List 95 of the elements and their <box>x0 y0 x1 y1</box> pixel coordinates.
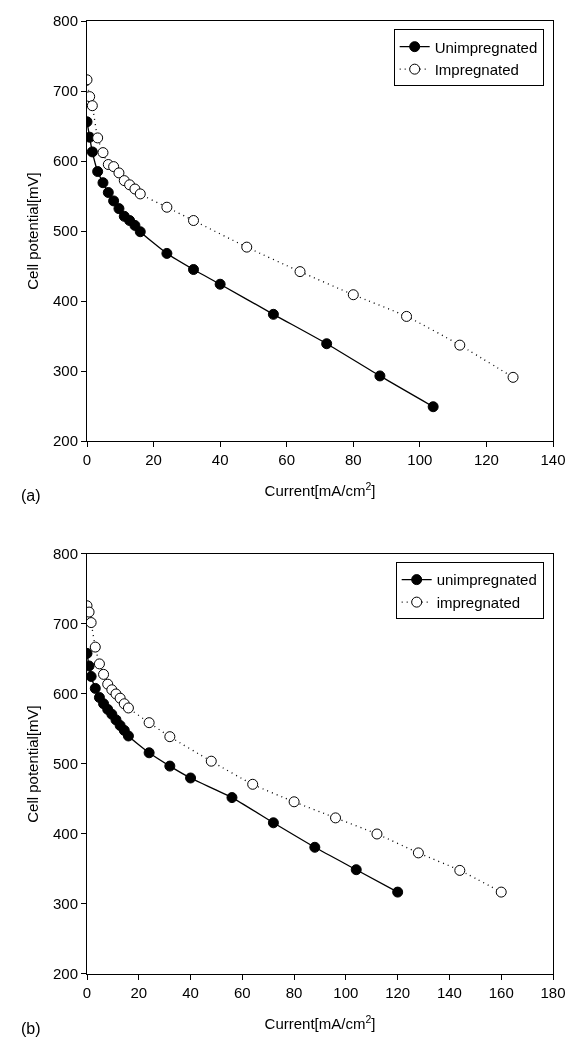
point <box>454 864 466 876</box>
x-tick-label: 60 <box>233 984 251 1001</box>
legend-label: Unimpregnated <box>434 38 538 56</box>
point <box>371 828 383 840</box>
x-tick-label: 0 <box>82 984 92 1001</box>
x-tick-label: 40 <box>182 984 199 1001</box>
point <box>412 847 424 859</box>
point <box>507 371 519 383</box>
point <box>89 641 101 653</box>
y-tick-label: 200 <box>52 965 78 983</box>
y-tick-label: 300 <box>52 362 78 380</box>
point <box>102 187 114 199</box>
point <box>288 796 300 808</box>
point <box>309 841 321 853</box>
point <box>495 886 507 898</box>
point <box>241 241 253 253</box>
point <box>161 201 173 213</box>
point <box>454 339 466 351</box>
point <box>161 247 173 259</box>
y-tick-label: 300 <box>52 895 78 913</box>
point <box>97 147 109 159</box>
legend-label: impregnated <box>436 593 521 611</box>
y-tick-label: 200 <box>52 432 78 450</box>
point <box>294 266 306 278</box>
y-tick-label: 800 <box>52 545 78 563</box>
point <box>93 658 105 670</box>
point <box>87 146 98 158</box>
x-tick-label: 0 <box>82 451 92 469</box>
point <box>267 817 279 829</box>
legend-label: Impregnated <box>434 61 519 78</box>
point <box>205 755 217 767</box>
point <box>267 308 279 320</box>
point <box>122 702 134 714</box>
y-tick-label: 600 <box>52 152 78 170</box>
point <box>87 670 97 682</box>
x-tick-label: 140 <box>436 984 462 1001</box>
point <box>427 401 439 413</box>
y-tick-label: 800 <box>52 12 78 30</box>
x-tick-label: 20 <box>145 451 162 469</box>
x-axis-title: Current[mA/cm$^{2}$] <box>264 479 376 500</box>
x-tick-label: 100 <box>407 451 433 469</box>
point <box>188 215 200 227</box>
point <box>92 132 104 144</box>
point <box>87 100 98 112</box>
y-tick-label: 400 <box>52 825 78 843</box>
x-tick-label: 120 <box>385 984 411 1001</box>
point <box>87 617 97 629</box>
point <box>143 747 155 759</box>
x-tick-label: 180 <box>540 984 566 1001</box>
x-tick-label: 40 <box>211 451 229 469</box>
point <box>350 864 362 876</box>
x-tick-label: 100 <box>333 984 359 1001</box>
text: (a) <box>21 487 41 504</box>
point <box>392 886 404 898</box>
point <box>321 338 333 350</box>
y-axis-title: Cell potential[mV] <box>24 172 42 290</box>
point <box>92 166 104 178</box>
x-tick-label: 20 <box>130 984 148 1001</box>
y-tick-label: 700 <box>52 82 78 100</box>
point <box>134 226 146 238</box>
legend-label: unimpregnated <box>436 571 537 589</box>
y-tick-label: 400 <box>52 292 78 310</box>
point <box>122 730 134 742</box>
y-tick-label: 500 <box>52 222 78 240</box>
x-tick-label: 80 <box>344 451 362 469</box>
point <box>164 731 176 743</box>
point <box>164 760 176 772</box>
point <box>134 188 146 200</box>
text: (b) <box>21 1020 41 1037</box>
point <box>185 772 197 784</box>
point <box>247 778 259 790</box>
point <box>98 668 110 680</box>
point <box>113 167 125 179</box>
x-tick-label: 160 <box>488 984 514 1001</box>
point <box>401 310 413 322</box>
x-tick-label: 140 <box>540 451 566 469</box>
y-tick-label: 700 <box>52 615 78 633</box>
x-axis-title: Current[mA/cm$^{2}$] <box>264 1012 376 1032</box>
y-tick-label: 500 <box>52 755 78 773</box>
y-tick-label: 600 <box>52 685 78 703</box>
x-tick-label: 120 <box>473 451 499 469</box>
x-tick-label: 80 <box>285 984 303 1001</box>
point <box>97 177 109 189</box>
point <box>214 278 226 290</box>
point <box>330 812 342 824</box>
point <box>188 264 200 276</box>
point <box>89 682 101 694</box>
point <box>226 792 238 804</box>
point <box>108 195 120 207</box>
point <box>374 370 386 382</box>
point <box>143 717 155 729</box>
point <box>113 203 125 215</box>
point <box>347 289 359 301</box>
x-tick-label: 60 <box>278 451 296 469</box>
y-axis-title: Cell potential[mV] <box>24 705 42 823</box>
